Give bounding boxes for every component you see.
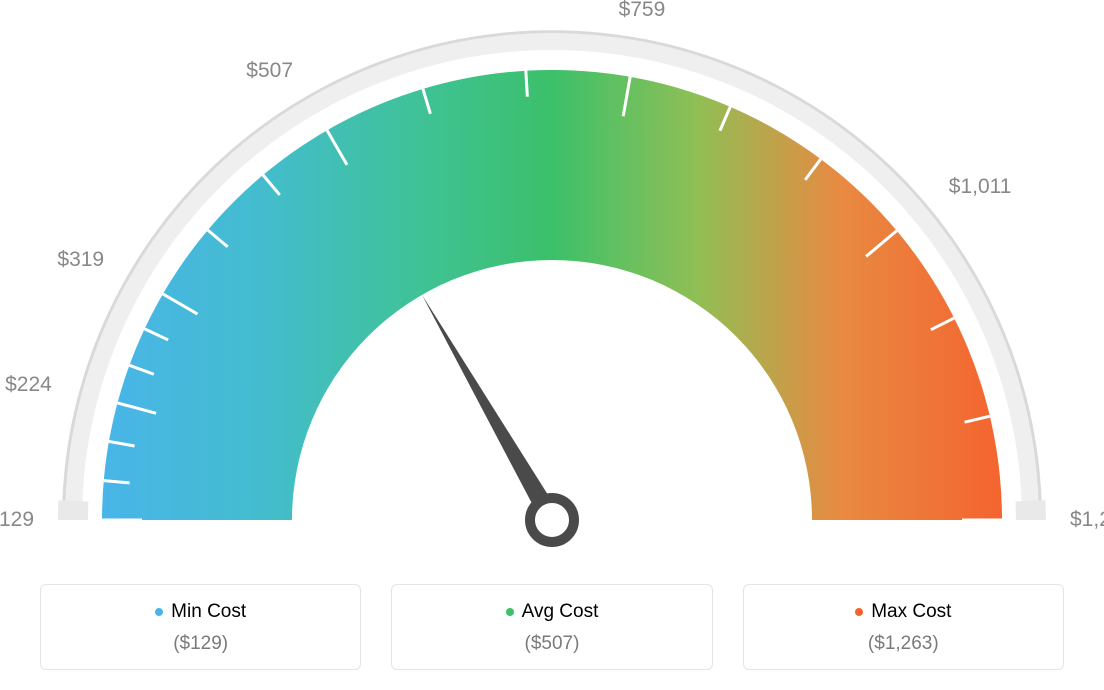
legend-card-avg: Avg Cost ($507) xyxy=(391,584,712,670)
gauge-tick-label: $507 xyxy=(246,59,293,83)
gauge-svg xyxy=(0,0,1104,560)
legend-dot-max xyxy=(855,608,863,616)
chart-container: $129 $224 $319 $507 $759 $1,011 $1,263 Min Cos… xyxy=(0,0,1104,690)
gauge-tick-label: $1,011 xyxy=(949,175,1012,199)
legend-value-avg: ($507) xyxy=(402,633,701,655)
legend-value-max: ($1,263) xyxy=(754,633,1053,655)
gauge-area: $129 $224 $319 $507 $759 $1,011 $1,263 xyxy=(0,0,1104,560)
legend-value-min: ($129) xyxy=(51,633,350,655)
legend-card-min: Min Cost ($129) xyxy=(40,584,361,670)
gauge-tick-label: $759 xyxy=(619,0,666,22)
legend-title-avg: Avg Cost xyxy=(506,601,599,623)
gauge-tick-label: $319 xyxy=(57,248,104,272)
legend-label-min: Min Cost xyxy=(171,601,246,623)
legend-label-avg: Avg Cost xyxy=(522,601,599,623)
gauge-tick-label: $129 xyxy=(0,508,34,532)
legend-dot-min xyxy=(155,608,163,616)
gauge-tick-label: $1,263 xyxy=(1070,508,1104,532)
legend-dot-avg xyxy=(506,608,514,616)
legend-title-max: Max Cost xyxy=(855,601,951,623)
legend-row: Min Cost ($129) Avg Cost ($507) Max Cost… xyxy=(40,584,1064,670)
legend-card-max: Max Cost ($1,263) xyxy=(743,584,1064,670)
legend-label-max: Max Cost xyxy=(871,601,951,623)
gauge-tick-label: $224 xyxy=(5,373,52,397)
legend-title-min: Min Cost xyxy=(155,601,246,623)
